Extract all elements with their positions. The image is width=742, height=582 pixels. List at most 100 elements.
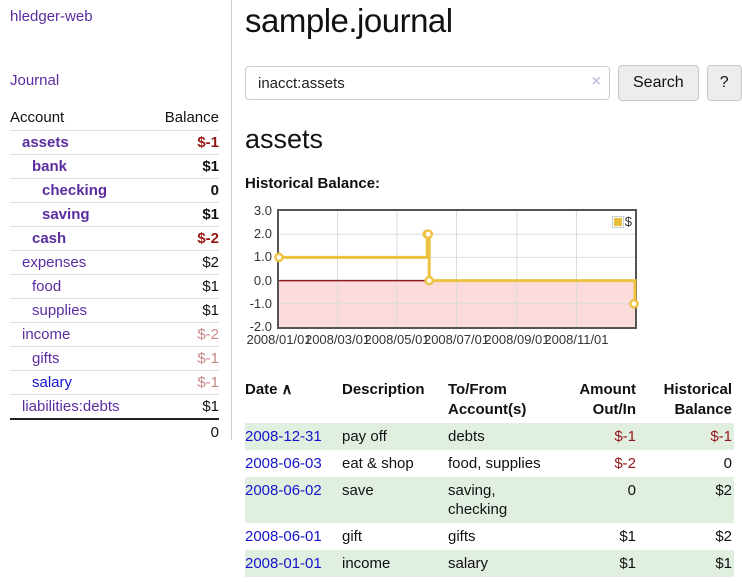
transaction-date-link[interactable]: 2008-01-01 xyxy=(245,555,322,572)
transaction-accounts: salary xyxy=(448,550,566,577)
transaction-amount: $1 xyxy=(619,528,636,545)
register-table-body: 2008-12-31 pay off debts $-1 $-1 2008-06-03 ea… xyxy=(245,423,734,577)
transaction-description: income xyxy=(342,550,448,577)
y-axis-tick-label: 2.0 xyxy=(253,226,272,242)
transaction-description: eat & shop xyxy=(342,455,414,472)
account-row: gifts $-1 xyxy=(10,346,219,371)
account-row: salary $-1 xyxy=(10,370,219,395)
transaction-row[interactable]: 2008-01-01 income salary $1 $1 xyxy=(245,550,734,577)
transaction-balance: $1 xyxy=(644,550,734,577)
page-title: sample.journal xyxy=(245,2,453,39)
transaction-date-link[interactable]: 2008-12-31 xyxy=(245,428,322,445)
data-point[interactable] xyxy=(423,229,434,240)
y-axis-tick-label: -2.0 xyxy=(249,319,272,334)
chart-legend: $ xyxy=(611,214,632,229)
account-link[interactable]: assets xyxy=(22,134,69,151)
search-input[interactable] xyxy=(245,66,610,100)
account-balance: $-2 xyxy=(149,226,219,251)
account-balance: $1 xyxy=(149,394,219,420)
account-link[interactable]: income xyxy=(22,326,71,343)
account-balance: $-1 xyxy=(149,370,219,395)
transaction-description: save xyxy=(342,477,448,523)
search-form: × Search ? xyxy=(245,65,742,101)
x-axis-tick-label: 2008/11/01 xyxy=(544,332,609,347)
transaction-balance: $2 xyxy=(644,477,734,523)
transaction-date-link[interactable]: 2008-06-02 xyxy=(245,482,322,499)
account-link[interactable]: checking xyxy=(42,182,108,199)
search-box: × xyxy=(245,66,610,100)
data-point[interactable] xyxy=(424,275,435,286)
data-point[interactable] xyxy=(629,299,639,309)
register-header-balance: Historical Balance xyxy=(663,381,732,418)
accounts-table: Account Balance assets $-1 bank $1 checking 0… xyxy=(10,107,219,444)
register-header-description: Description xyxy=(342,381,425,398)
search-button[interactable]: Search xyxy=(618,65,699,101)
sort-asc-icon: ∧ xyxy=(281,381,293,398)
account-row: checking 0 xyxy=(10,178,219,203)
accounts-header-account: Account xyxy=(10,107,150,131)
accounts-total-row: 0 xyxy=(10,419,219,444)
transaction-row[interactable]: 2008-06-03 eat & shop food, supplies $-2 0 xyxy=(245,450,734,477)
account-link[interactable]: food xyxy=(32,278,62,295)
account-balance: $-1 xyxy=(149,130,219,155)
transaction-row[interactable]: 2008-06-02 save saving, checking 0 $2 xyxy=(245,477,734,523)
account-row: supplies $1 xyxy=(10,298,219,323)
y-axis-tick-label: 3.0 xyxy=(253,203,272,218)
account-balance: $2 xyxy=(149,250,219,275)
account-link[interactable]: cash xyxy=(32,230,67,247)
account-link[interactable]: salary xyxy=(32,374,73,391)
transaction-description: gift xyxy=(342,528,363,545)
account-balance: $1 xyxy=(149,202,219,227)
y-axis-tick-label: 1.0 xyxy=(253,249,272,265)
main-content: sample.journal × Search ? assets Histori… xyxy=(232,0,742,582)
account-link[interactable]: expenses xyxy=(22,254,87,271)
sidebar: hledger-web Journal Account Balance asse… xyxy=(0,0,232,441)
account-link[interactable]: gifts xyxy=(32,350,60,367)
sidebar-item-journal[interactable]: Journal xyxy=(10,72,60,89)
app-title-link[interactable]: hledger-web xyxy=(10,8,93,25)
account-link[interactable]: liabilities:debts xyxy=(22,398,120,415)
account-row: bank $1 xyxy=(10,154,219,179)
y-axis-tick-label: 0.0 xyxy=(253,272,272,288)
transaction-row[interactable]: 2008-06-01 gift gifts $1 $2 xyxy=(245,523,734,550)
account-balance: $-2 xyxy=(149,322,219,347)
chart-canvas xyxy=(274,211,639,327)
transaction-accounts: food, supplies xyxy=(448,455,541,472)
data-point[interactable] xyxy=(274,252,284,263)
x-axis-tick-label: 2008/09/01 xyxy=(484,332,550,347)
transaction-date-link[interactable]: 2008-06-03 xyxy=(245,455,322,472)
account-row: income $-2 xyxy=(10,322,219,347)
transaction-amount: $1 xyxy=(566,550,644,577)
transaction-amount: $-1 xyxy=(566,423,644,450)
historical-balance-chart: $ 3.0 2.0 1.0 0.0 -1.0 -2.0 2008/01/01 2008/03/… xyxy=(245,203,742,355)
y-axis-tick-label: -1.0 xyxy=(249,295,272,311)
account-row: cash $-2 xyxy=(10,226,219,251)
app-title: hledger-web xyxy=(10,8,221,25)
accounts-header-balance: Balance xyxy=(149,107,219,131)
transaction-accounts: saving, checking xyxy=(448,477,566,523)
transaction-row[interactable]: 2008-12-31 pay off debts $-1 $-1 xyxy=(245,423,734,450)
account-balance: $1 xyxy=(149,298,219,323)
account-link[interactable]: bank xyxy=(32,158,68,175)
transaction-amount: 0 xyxy=(566,477,644,523)
chart-label: Historical Balance: xyxy=(245,175,381,192)
account-link[interactable]: supplies xyxy=(32,302,88,319)
account-balance: 0 xyxy=(149,178,219,203)
help-button[interactable]: ? xyxy=(706,65,742,101)
register-header-amount: Amount Out/In xyxy=(579,381,636,418)
account-row: expenses $2 xyxy=(10,250,219,275)
account-balance: $1 xyxy=(149,274,219,299)
account-heading: assets xyxy=(245,124,324,154)
legend-swatch-icon xyxy=(611,215,624,228)
transaction-balance: $2 xyxy=(715,528,732,545)
register-header-date[interactable]: Date ∧ xyxy=(245,381,293,398)
clear-search-icon[interactable]: × xyxy=(591,73,601,90)
x-axis-tick-label: 2008/07/01 xyxy=(423,332,490,347)
accounts-table-body: assets $-1 bank $1 checking 0 saving $1 cash $-2 e… xyxy=(10,130,219,420)
transaction-date-link[interactable]: 2008-06-01 xyxy=(245,528,322,545)
chart-plot-area[interactable]: $ xyxy=(274,209,639,329)
x-axis-tick-label: 2008/01/01 xyxy=(246,332,312,347)
transaction-balance: 0 xyxy=(723,455,732,472)
transaction-description: pay off xyxy=(342,423,448,450)
account-link[interactable]: saving xyxy=(42,206,90,223)
